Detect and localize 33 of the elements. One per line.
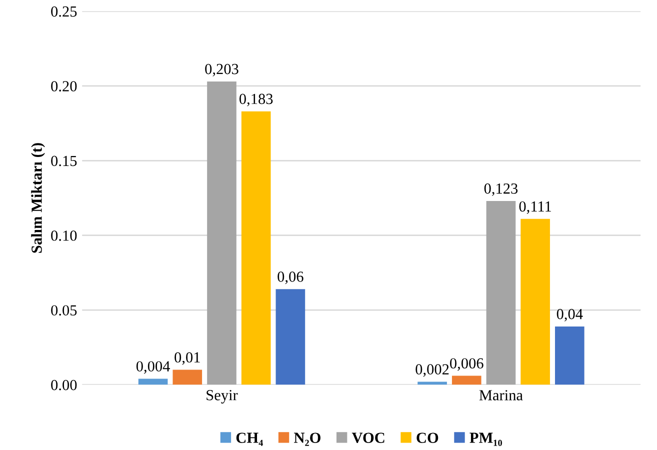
y-tick-label: 0.10 [51, 230, 77, 241]
x-tick-label: Seyir [206, 390, 238, 404]
bar [241, 111, 271, 385]
y-axis-title: Salım Miktarı (t) [31, 143, 45, 253]
legend-label: PM₁₀ [470, 432, 502, 446]
y-tick-label: 0.20 [51, 81, 77, 92]
bar [520, 218, 550, 385]
bar [138, 378, 168, 385]
data-label: 0,111 [519, 201, 552, 214]
legend-label: CO [416, 432, 438, 443]
bar [554, 326, 584, 385]
bar [486, 200, 516, 385]
bar [172, 370, 202, 385]
y-tick-label: 0.15 [51, 156, 77, 166]
data-label: 0,123 [484, 183, 518, 196]
legend-label: N₂O [294, 432, 320, 446]
y-tick-label: 0.05 [51, 305, 77, 316]
bar [276, 289, 306, 385]
data-label: 0,002 [416, 364, 449, 377]
legend-label: CH₄ [236, 432, 263, 446]
data-label: 0,04 [556, 308, 583, 322]
data-label: 0,004 [136, 361, 170, 374]
y-tick-label: 0.00 [51, 380, 77, 390]
data-label: 0,006 [450, 358, 484, 371]
data-label: 0,203 [205, 64, 238, 76]
bar [207, 81, 236, 385]
bar [452, 376, 482, 385]
legend-label: VOC [352, 432, 384, 444]
x-tick-label: Marina [479, 390, 523, 400]
data-label: 0,183 [239, 94, 273, 106]
data-label: 0,01 [174, 352, 200, 365]
y-tick-label: 0.25 [51, 6, 77, 17]
data-label: 0,06 [278, 272, 304, 284]
